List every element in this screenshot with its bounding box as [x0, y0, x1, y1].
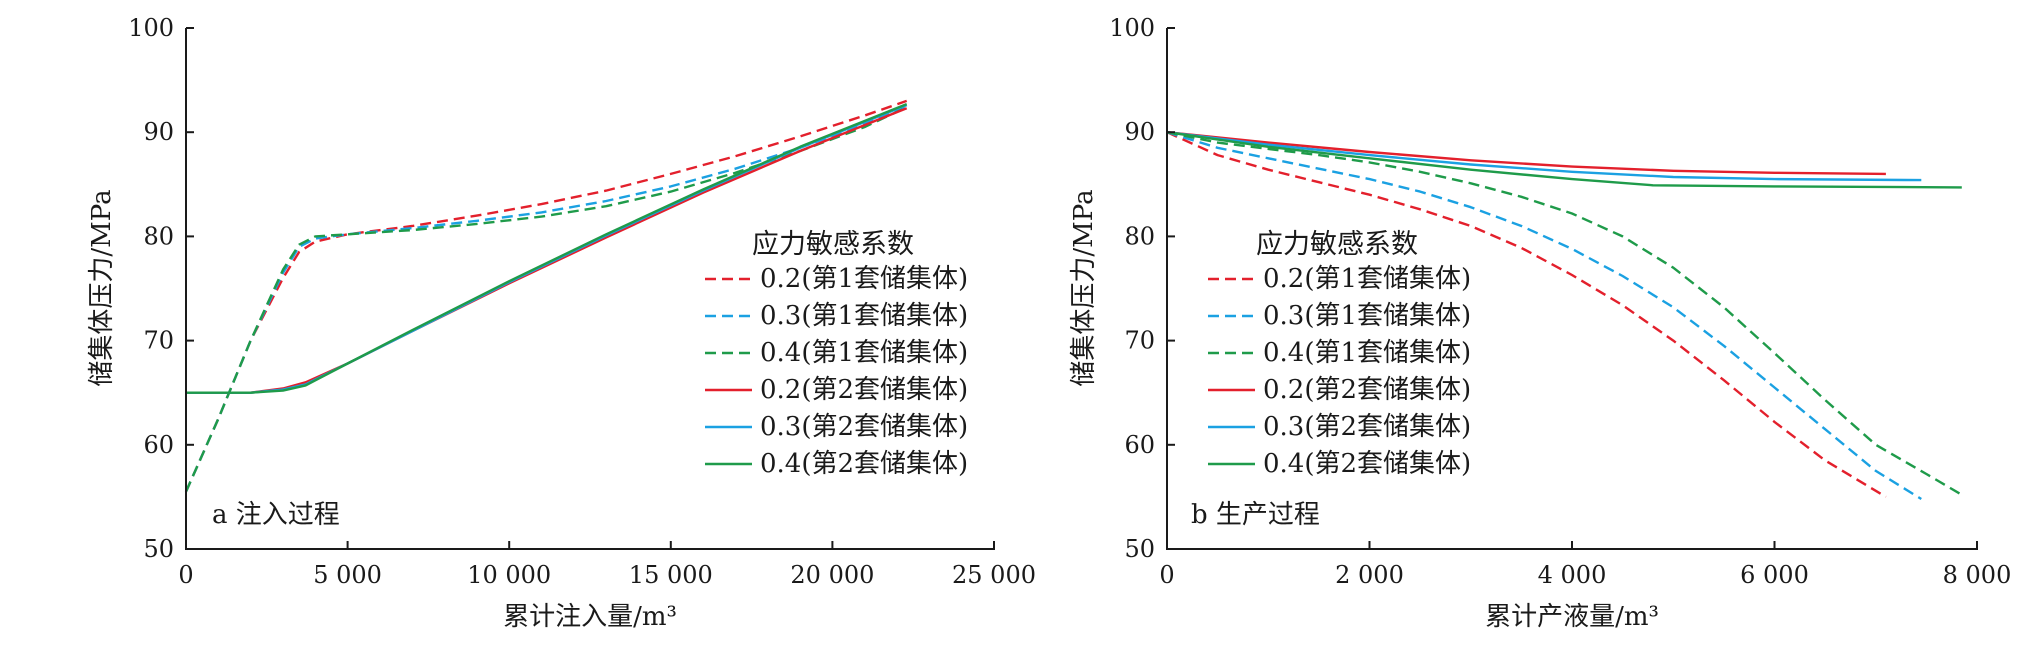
- panel-a-y-tick-label: 70: [143, 327, 174, 355]
- panel-b-series-line: [1166, 131, 1887, 498]
- panel-b-ticks: 0 2 000 4 000 6 000 8 000 50 60 70 80 90 100: [1109, 14, 2011, 589]
- panel-a-y-tick-label: 60: [143, 431, 174, 459]
- panel-b-legend-entry: 0.4(第2套储集体): [1263, 449, 1471, 479]
- panel-a-series-line: [186, 102, 908, 394]
- panel-a-legend-entry: 0.2(第1套储集体): [760, 264, 968, 294]
- panel-b-x-tick-label: 8 000: [1943, 561, 2012, 589]
- panel-b-series-line: [1166, 131, 1922, 501]
- panel-b-legend: 应力敏感系数 0.2(第1套储集体) 0.3(第1套储集体) 0.4(第1套储集体)…: [1208, 229, 1471, 479]
- panel-b-series-line: [1166, 131, 1962, 189]
- panel-a-legend-items: 0.2(第1套储集体) 0.3(第1套储集体) 0.4(第1套储集体) 0.2(第2套…: [705, 264, 968, 479]
- panel-a-legend-entry: 0.2(第2套储集体): [760, 375, 968, 405]
- panel-b-series-layer: [1166, 131, 1963, 501]
- panel-b-legend-entry: 0.3(第2套储集体): [1263, 412, 1471, 442]
- panel-a-y-axis-title: 储集体压力/MPa: [87, 189, 117, 386]
- panel-b-legend-entry: 0.2(第1套储集体): [1263, 264, 1471, 294]
- panel-b-x-tick-label: 2 000: [1335, 561, 1404, 589]
- panel-a-series-line: [184, 105, 908, 493]
- panel-b-legend-entry: 0.3(第1套储集体): [1263, 301, 1471, 331]
- panel-b-y-tick-label: 100: [1109, 14, 1155, 42]
- panel-b-x-tick-label: 4 000: [1538, 561, 1607, 589]
- panel-b-label: b 生产过程: [1191, 500, 1320, 530]
- panel-a-series-line: [184, 99, 908, 493]
- panel-a-label: a 注入过程: [212, 500, 340, 530]
- panel-a-x-tick-label: 25 000: [952, 561, 1036, 589]
- panel-a-x-tick-label: 0: [178, 561, 193, 589]
- panel-a-x-tick-label: 20 000: [790, 561, 874, 589]
- panel-a-x-axis-title: 累计注入量/m³: [503, 602, 677, 632]
- panel-b-series-line: [1166, 131, 1886, 176]
- panel-a-legend-entry: 0.4(第1套储集体): [760, 338, 968, 368]
- panel-a-legend-title: 应力敏感系数: [752, 229, 914, 260]
- panel-a-x-tick-label: 15 000: [629, 561, 713, 589]
- panel-b-x-axis-title: 累计产液量/m³: [1485, 602, 1659, 632]
- panel-b-legend-items: 0.2(第1套储集体) 0.3(第1套储集体) 0.4(第1套储集体) 0.2(第2套…: [1208, 264, 1471, 479]
- panel-b-series-line: [1166, 131, 1963, 496]
- panel-b-y-tick-label: 60: [1124, 431, 1155, 459]
- panel-b-y-tick-label: 80: [1124, 222, 1155, 250]
- panel-b-legend-title: 应力敏感系数: [1256, 229, 1418, 260]
- panel-a-legend-entry: 0.3(第2套储集体): [760, 412, 968, 442]
- panel-b-x-tick-label: 0: [1159, 561, 1174, 589]
- panel-a-chart: 0 5 000 10 000 15 000 20 000 25 000 50 60 70 80 90…: [87, 14, 1036, 632]
- panel-a-y-tick-label: 50: [143, 535, 174, 563]
- panel-a-x-tick-label: 10 000: [467, 561, 551, 589]
- panel-a-legend-entry: 0.4(第2套储集体): [760, 449, 968, 479]
- panel-a-ticks: 0 5 000 10 000 15 000 20 000 25 000 50 60 70 80 90…: [128, 14, 1036, 589]
- panel-b-y-tick-label: 90: [1124, 118, 1155, 146]
- panel-b-chart: 0 2 000 4 000 6 000 8 000 50 60 70 80 90 100 累计产液量…: [1069, 14, 2011, 632]
- panel-a-y-tick-label: 90: [143, 118, 174, 146]
- panel-b-x-tick-label: 6 000: [1740, 561, 1809, 589]
- panel-a-x-tick-label: 5 000: [313, 561, 382, 589]
- panel-a-y-tick-label: 100: [128, 14, 174, 42]
- panel-b-series-line: [1166, 131, 1922, 182]
- panel-a-legend-entry: 0.3(第1套储集体): [760, 301, 968, 331]
- panel-b-legend-entry: 0.4(第1套储集体): [1263, 338, 1471, 368]
- panel-b-y-tick-label: 70: [1124, 327, 1155, 355]
- panel-b-legend-entry: 0.2(第2套储集体): [1263, 375, 1471, 405]
- panel-a-series-layer: [184, 99, 908, 493]
- panel-a-legend: 应力敏感系数 0.2(第1套储集体) 0.3(第1套储集体) 0.4(第1套储集体)…: [705, 229, 968, 479]
- panel-b-y-tick-label: 50: [1124, 535, 1155, 563]
- panel-b-y-axis-title: 储集体压力/MPa: [1069, 189, 1099, 386]
- panel-a-y-tick-label: 80: [143, 222, 174, 250]
